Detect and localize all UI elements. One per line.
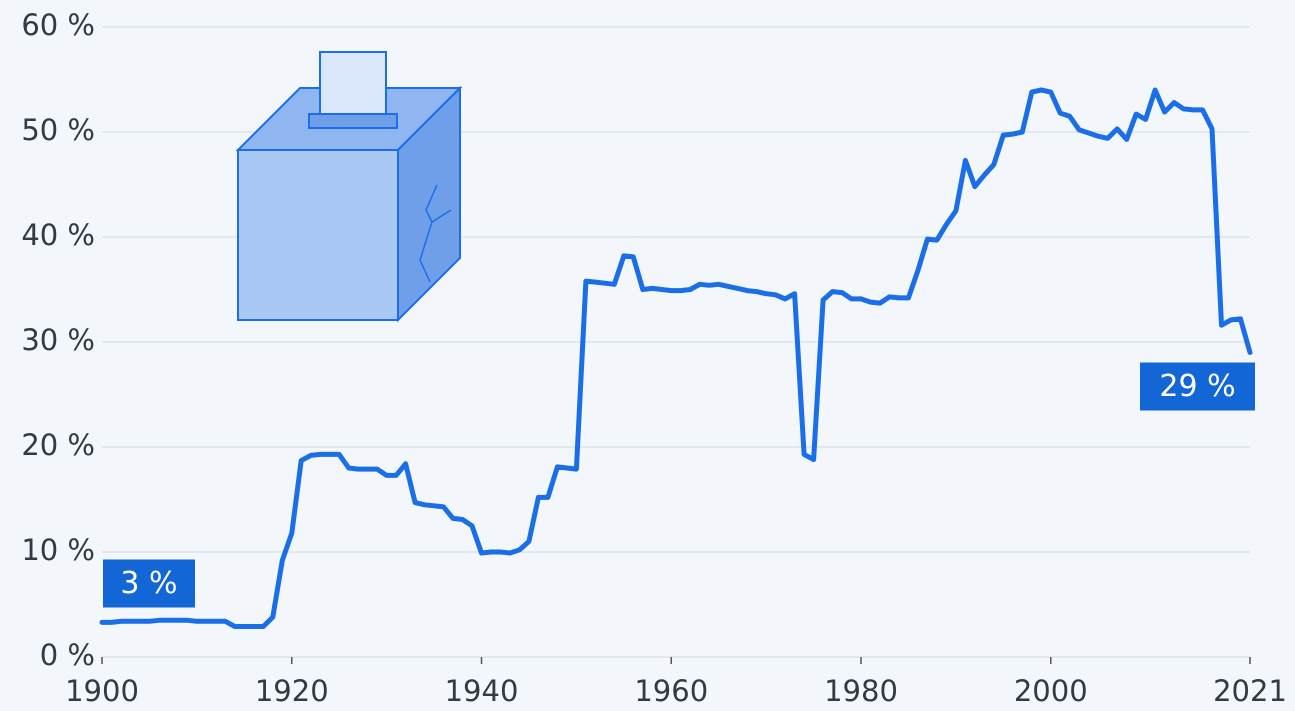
y-tick-label: 30 % [21, 323, 95, 357]
chart: 0 % 10 % 20 % 30 % 40 % 50 % 60 % 1900 1920 1940 1… [0, 0, 1295, 711]
y-tick-label: 40 % [21, 218, 95, 252]
x-tick-label: 1980 [824, 674, 898, 708]
y-tick-label: 20 % [21, 428, 95, 462]
page: 0 % 10 % 20 % 30 % 40 % 50 % 60 % 1900 1920 1940 1… [0, 0, 1295, 711]
y-tick-label: 0 % [40, 638, 95, 672]
annotation-label: 3 % [120, 566, 177, 601]
x-tick-label: 1960 [634, 674, 708, 708]
y-tick-label: 10 % [21, 533, 95, 567]
x-tick-label: 1900 [65, 674, 139, 708]
y-tick-label: 60 % [21, 8, 95, 42]
x-tick-label: 1940 [445, 674, 519, 708]
x-tick-label: 2000 [1014, 674, 1088, 708]
y-tick-label: 50 % [21, 113, 95, 147]
x-tick-label: 2021 [1213, 674, 1287, 708]
annotation-label: 29 % [1159, 369, 1235, 404]
x-tick-label: 1920 [255, 674, 329, 708]
